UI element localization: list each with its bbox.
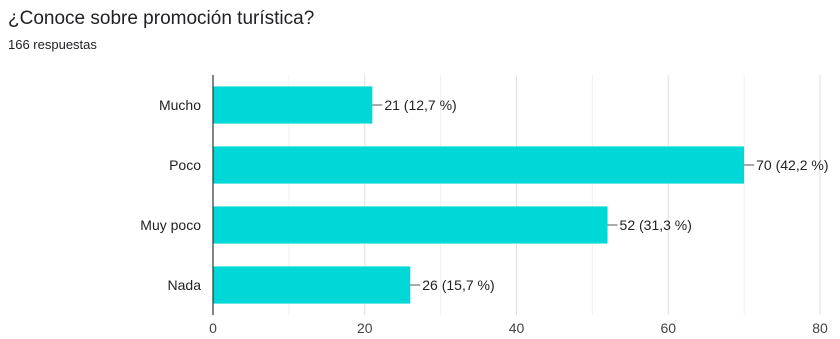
x-tick-label: 20 xyxy=(357,320,373,336)
bar xyxy=(213,146,744,183)
data-label: 26 (15,7 %) xyxy=(422,277,494,293)
bar xyxy=(213,86,372,123)
category-label: Mucho xyxy=(159,97,201,113)
x-tick-label: 40 xyxy=(509,320,525,336)
x-tick-label: 0 xyxy=(209,320,217,336)
x-tick-label: 80 xyxy=(812,320,828,336)
data-label: 52 (31,3 %) xyxy=(620,217,692,233)
bar xyxy=(213,266,410,303)
category-label: Poco xyxy=(169,157,201,173)
data-label: 70 (42,2 %) xyxy=(756,157,828,173)
category-label: Muy poco xyxy=(140,217,201,233)
category-label: Nada xyxy=(168,277,202,293)
bar xyxy=(213,206,608,243)
data-label: 21 (12,7 %) xyxy=(384,97,456,113)
x-tick-label: 60 xyxy=(660,320,676,336)
